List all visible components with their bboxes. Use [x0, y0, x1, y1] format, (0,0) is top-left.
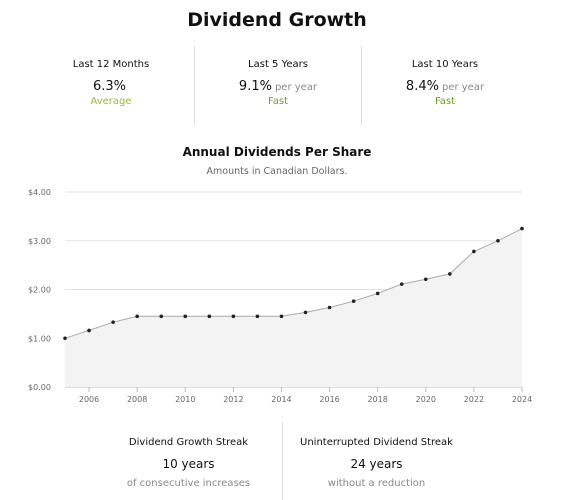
streak-uninterrupted: Uninterrupted Dividend Streak 24 years w…	[283, 422, 470, 500]
y-tick-label: $0.00	[28, 383, 51, 392]
x-tick-label: 2012	[223, 395, 243, 404]
stat-last-5-years: Last 5 Years 9.1% per year Fast	[195, 46, 362, 125]
data-point	[327, 305, 332, 310]
stat-rating: Fast	[434, 96, 456, 107]
chart-subtitle: Amounts in Canadian Dollars.	[206, 166, 348, 177]
stat-label: Last 5 Years	[248, 59, 308, 70]
data-point	[279, 314, 284, 319]
stat-value-row: 9.1% per year	[195, 75, 361, 94]
series-line	[64, 228, 523, 339]
streak-growth: Dividend Growth Streak 10 years of conse…	[95, 422, 283, 500]
y-tick-label: $2.00	[28, 286, 51, 295]
data-point	[135, 314, 139, 319]
x-tick-label: 2018	[368, 395, 388, 404]
dividends-chart: $0.00$1.00$2.00$3.00$4.00 2006 2008 2010 20…	[28, 188, 532, 404]
stat-unit: per year	[274, 82, 318, 93]
data-point	[159, 314, 164, 319]
stat-unit: per year	[441, 82, 485, 93]
data-point	[520, 226, 524, 231]
data-point	[351, 299, 356, 303]
x-tick-label: 2024	[512, 395, 532, 404]
x-tick-label: 2014	[271, 395, 291, 404]
y-tick-labels: $0.00 $1.00 $2.00 $3.00 $4.00	[28, 188, 51, 392]
x-ticks: 2006 2008 2010 2012 2014 2016 2018 2020 2022 2024	[79, 387, 532, 404]
y-tick-label: $4.00	[28, 188, 51, 197]
stat-value: 6.3%	[92, 79, 127, 94]
stat-value: 8.4%	[405, 79, 439, 94]
streak-value: 24 years	[350, 457, 403, 471]
stat-rating: Fast	[267, 96, 289, 107]
page-title: Dividend Growth	[187, 9, 367, 31]
dividend-streaks: Dividend Growth Streak 10 years of conse…	[95, 422, 470, 500]
stat-rating: Average	[90, 96, 132, 107]
data-point	[399, 282, 404, 286]
x-tick-label: 2006	[79, 395, 99, 404]
data-point	[231, 314, 236, 319]
data-point	[111, 320, 115, 324]
stat-label: Last 12 Months	[72, 59, 150, 70]
data-point	[448, 272, 452, 276]
data-point	[87, 328, 91, 333]
data-point	[472, 249, 476, 254]
chart-title: Annual Dividends Per Share	[182, 145, 372, 159]
data-points	[63, 226, 524, 341]
streak-note: of consecutive increases	[126, 478, 251, 489]
x-tick-label: 2016	[319, 395, 339, 404]
y-tick-label: $3.00	[28, 237, 51, 246]
data-point	[63, 336, 67, 341]
stat-value-row: 6.3%	[28, 75, 194, 94]
streak-label: Uninterrupted Dividend Streak	[300, 437, 453, 448]
x-tick-label: 2010	[175, 395, 195, 404]
data-point	[207, 314, 212, 319]
data-point	[375, 291, 380, 296]
data-point	[303, 310, 308, 315]
data-point	[255, 314, 260, 319]
y-tick-label: $1.00	[28, 334, 51, 343]
streak-value: 10 years	[162, 457, 215, 471]
stat-label: Last 10 Years	[411, 59, 479, 70]
streak-label: Dividend Growth Streak	[128, 437, 249, 448]
x-tick-label: 2008	[127, 395, 147, 404]
growth-stats: Last 12 Months 6.3% Average Last 5 Years…	[28, 46, 528, 125]
stat-value: 9.1%	[238, 79, 272, 94]
data-point	[423, 277, 428, 282]
x-tick-label: 2020	[416, 395, 436, 404]
data-point	[496, 238, 500, 243]
stat-value-row: 8.4% per year	[362, 75, 528, 94]
area-fill	[65, 228, 522, 387]
stat-last-10-years: Last 10 Years 8.4% per year Fast	[362, 46, 528, 125]
streak-note: without a reduction	[327, 478, 426, 489]
x-tick-label: 2022	[464, 395, 484, 404]
data-point	[183, 314, 188, 319]
stat-last-12-months: Last 12 Months 6.3% Average	[28, 46, 195, 125]
